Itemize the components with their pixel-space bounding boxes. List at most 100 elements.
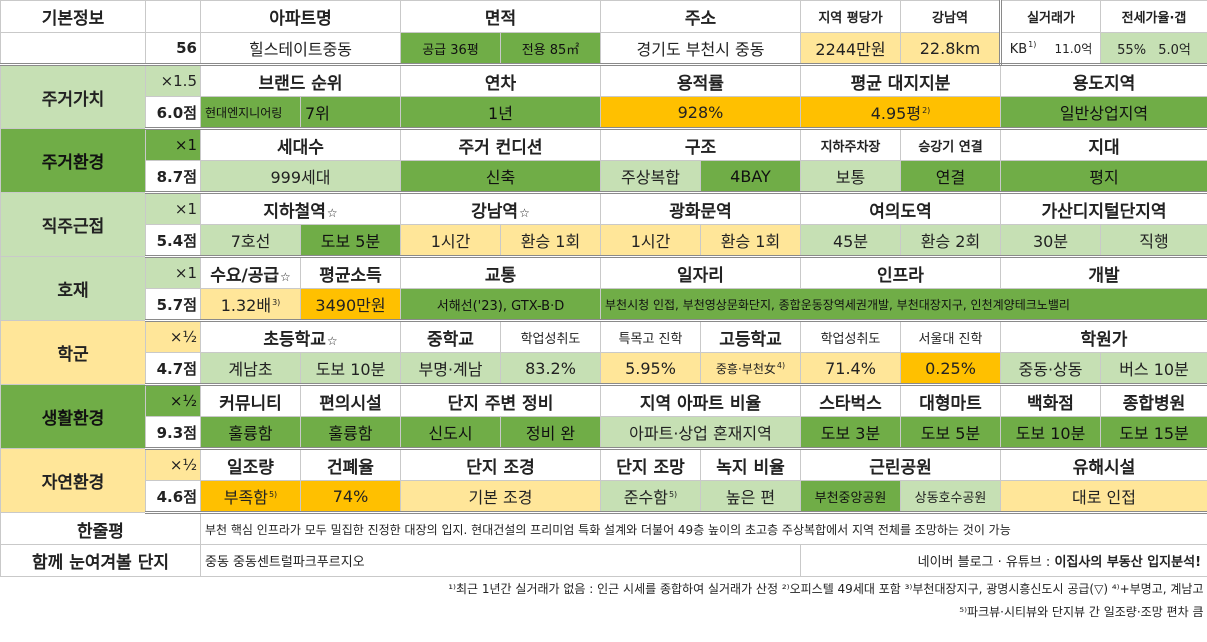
header-high-score: 학업성취도 bbox=[800, 320, 901, 353]
school-weight: ×½ bbox=[145, 320, 201, 353]
real-price-cell: KB1) 11.0억 bbox=[1000, 32, 1101, 66]
related-title: 함께 눈여겨볼 단지 bbox=[0, 544, 201, 577]
header-elevator: 승강기 연결 bbox=[900, 128, 1001, 161]
header-households: 세대수 bbox=[200, 128, 401, 161]
average-income: 3490만원 bbox=[300, 288, 401, 322]
living-env-score: 8.7점 bbox=[145, 160, 201, 194]
source-prefix: 네이버 블로그 · 유튜브 : bbox=[917, 555, 1051, 570]
real-price-note: 1) bbox=[1028, 40, 1037, 50]
summary-title: 한줄평 bbox=[0, 512, 201, 545]
header-view: 단지 조망 bbox=[600, 448, 701, 481]
snu-rate: 0.25% bbox=[900, 352, 1001, 386]
gasan-time: 30분 bbox=[1000, 224, 1101, 258]
header-starbucks: 스타벅스 bbox=[800, 384, 901, 417]
floor-area-ratio: 928% bbox=[600, 96, 801, 130]
footnote-line-1: ¹⁾최근 1년간 실거래가 없음 : 인근 시세를 종합하여 실거래가 산정 ²… bbox=[448, 581, 1204, 596]
academy-time: 버스 10분 bbox=[1100, 352, 1207, 386]
header-infra: 인프라 bbox=[800, 256, 1001, 289]
gasan-transfer: 직행 bbox=[1100, 224, 1207, 258]
header-community: 커뮤니티 bbox=[200, 384, 301, 417]
life-env-weight: ×½ bbox=[145, 384, 201, 417]
header-address: 주소 bbox=[600, 0, 801, 33]
living-value-weight: ×1.5 bbox=[145, 64, 201, 97]
area-net: 전용 85㎡ bbox=[500, 32, 601, 66]
living-value-score: 6.0점 bbox=[145, 96, 201, 130]
elevator: 연결 bbox=[900, 160, 1001, 194]
sunlight-note: 5) bbox=[268, 489, 278, 499]
header-land-share: 평균 대지지분 bbox=[800, 64, 1001, 97]
header-middle: 중학교 bbox=[400, 320, 501, 353]
view-note: 5) bbox=[668, 489, 678, 499]
zone-type: 일반상업지역 bbox=[1000, 96, 1207, 130]
dept-store: 도보 10분 bbox=[1000, 416, 1101, 450]
transport-plans: 서해선('23), GTX-B·D bbox=[400, 288, 601, 322]
header-facilities: 편의시설 bbox=[300, 384, 401, 417]
elementary-school: 계남초 bbox=[200, 352, 301, 386]
header-gangnam: 강남역 bbox=[900, 0, 1002, 33]
jeonse-rate: 55% bbox=[1117, 42, 1147, 58]
high-school: 중흥·부천女4) bbox=[700, 352, 801, 386]
footnote-line-2: ⁵⁾파크뷰·시티뷰와 단지뷰 간 일조량·조망 편차 큼 bbox=[959, 604, 1204, 619]
school-title: 학군 bbox=[0, 320, 146, 385]
header-coverage: 건폐율 bbox=[300, 448, 401, 481]
source-credit: 네이버 블로그 · 유튜브 : 이집사의 부동산 입지분석! bbox=[800, 544, 1207, 577]
address: 경기도 부천시 중동 bbox=[600, 32, 801, 66]
star-icon: ☆ bbox=[280, 269, 291, 284]
header-surround: 단지 주변 정비 bbox=[400, 384, 601, 417]
header-high: 고등학교 bbox=[700, 320, 801, 353]
nature-env-score: 4.6점 bbox=[145, 480, 201, 514]
elementary-walk: 도보 10분 bbox=[300, 352, 401, 386]
supply-demand: 1.32배3) bbox=[200, 288, 301, 322]
header-supply-demand: 수요/공급☆ bbox=[200, 256, 301, 289]
high-score: 71.4% bbox=[800, 352, 901, 386]
header-academy: 학원가 bbox=[1000, 320, 1207, 353]
related-complex: 중동 중동센트럴파크푸르지오 bbox=[200, 544, 801, 577]
header-apt-ratio: 지역 아파트 비율 bbox=[600, 384, 801, 417]
basic-title: 기본정보 bbox=[0, 0, 146, 33]
header-subway: 지하철역☆ bbox=[200, 192, 401, 225]
header-jobs: 일자리 bbox=[600, 256, 801, 289]
analysis-table: 기본정보 아파트명 면적 주소 지역 평당가 강남역 실거래가 전세가율·갭 5… bbox=[0, 0, 1207, 619]
life-env-score: 9.3점 bbox=[145, 416, 201, 450]
nature-env-title: 자연환경 bbox=[0, 448, 146, 513]
supply-note: 3) bbox=[272, 297, 281, 307]
parking: 보통 bbox=[800, 160, 901, 194]
header-zone: 용도지역 bbox=[1000, 64, 1207, 97]
development-title: 호재 bbox=[0, 256, 146, 321]
header-snu-rate: 서울대 진학 bbox=[900, 320, 1001, 353]
facilities: 훌륭함 bbox=[300, 416, 401, 450]
header-yeouido: 여의도역 bbox=[800, 192, 1001, 225]
mart: 도보 5분 bbox=[900, 416, 1001, 450]
high-note: 4) bbox=[776, 360, 786, 370]
header-region-price: 지역 평당가 bbox=[800, 0, 901, 33]
header-mart: 대형마트 bbox=[900, 384, 1001, 417]
middle-school: 부명·계남 bbox=[400, 352, 501, 386]
header-dev: 개발 bbox=[1000, 256, 1207, 289]
area-supply: 공급 36평 bbox=[400, 32, 501, 66]
header-gwanghwamun: 광화문역 bbox=[600, 192, 801, 225]
header-terrain: 지대 bbox=[1000, 128, 1207, 161]
header-hazard: 유해시설 bbox=[1000, 448, 1207, 481]
header-jeonse: 전세가율·갭 bbox=[1100, 0, 1207, 33]
gangnam-time: 1시간 bbox=[400, 224, 501, 258]
sunlight: 부족함5) bbox=[200, 480, 301, 514]
gap-value: 5.0억 bbox=[1158, 42, 1191, 58]
surround-state: 정비 완 bbox=[500, 416, 601, 450]
living-value-title: 주거가치 bbox=[0, 64, 146, 129]
header-gasan: 가산디지털단지역 bbox=[1000, 192, 1207, 225]
header-transport: 교통 bbox=[400, 256, 601, 289]
header-middle-score: 학업성취도 bbox=[500, 320, 601, 353]
header-income: 평균소득 bbox=[300, 256, 401, 289]
header-brand-rank: 브랜드 순위 bbox=[200, 64, 401, 97]
header-condition: 주거 컨디션 bbox=[400, 128, 601, 161]
yeouido-time: 45분 bbox=[800, 224, 901, 258]
development-score: 5.7점 bbox=[145, 288, 201, 322]
source-name: 이집사의 부동산 입지분석! bbox=[1054, 555, 1201, 570]
commute-weight: ×1 bbox=[145, 192, 201, 225]
community: 훌륭함 bbox=[200, 416, 301, 450]
header-area: 면적 bbox=[400, 0, 601, 33]
real-price-kb: KB bbox=[1009, 41, 1028, 57]
brand-rank: 7위 bbox=[300, 96, 401, 130]
park-2: 상동호수공원 bbox=[900, 480, 1001, 514]
terrain: 평지 bbox=[1000, 160, 1207, 194]
